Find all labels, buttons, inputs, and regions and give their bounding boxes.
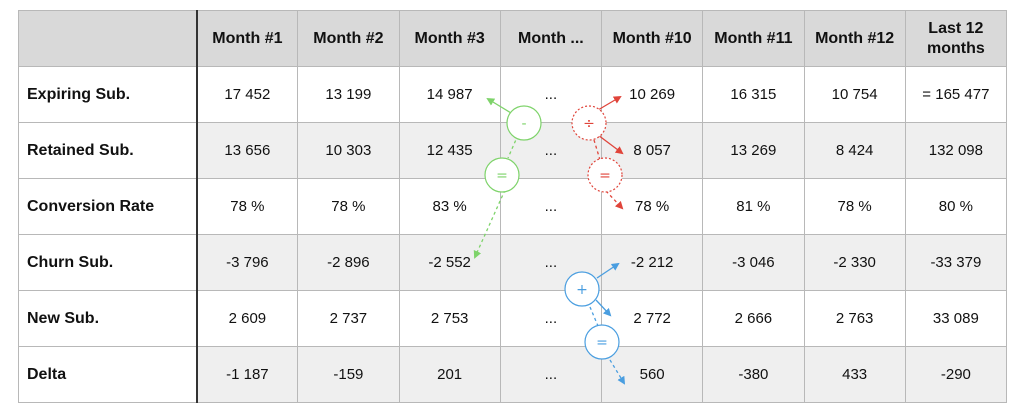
column-header: Month #1 bbox=[195, 10, 299, 67]
table-cell: 13 199 bbox=[297, 66, 400, 123]
table-cell: 8 424 bbox=[803, 122, 906, 179]
table-row: Retained Sub. 13 656 10 303 12 435... 8 057 1… bbox=[18, 122, 1008, 179]
table-cell: 16 315 bbox=[702, 66, 805, 123]
table-cell: ... bbox=[499, 234, 603, 291]
table-cell: 433 bbox=[803, 346, 906, 403]
table-cell: 2 772 bbox=[600, 290, 704, 347]
table-cell: -290 bbox=[904, 346, 1008, 403]
table-cell: 2 737 bbox=[297, 290, 400, 347]
column-header: Month #12 bbox=[803, 10, 906, 67]
column-header: Month #11 bbox=[702, 10, 805, 67]
table-cell: 78 % bbox=[195, 178, 299, 235]
column-header: Last 12 months bbox=[904, 10, 1008, 67]
table-cell: -380 bbox=[702, 346, 805, 403]
metrics-table-container: Month #1 Month #2 Month #3 Month ... Mon… bbox=[18, 10, 1008, 403]
table-row: Churn Sub. -3 796 -2 896 -2 552... -2 212 -3 … bbox=[18, 234, 1008, 291]
table-cell: 78 % bbox=[803, 178, 906, 235]
table-cell: 2 753 bbox=[398, 290, 501, 347]
table-cell: -3 796 bbox=[195, 234, 299, 291]
table-cell: 13 656 bbox=[195, 122, 299, 179]
table-cell: ... bbox=[499, 290, 603, 347]
table-cell: 80 % bbox=[904, 178, 1008, 235]
table-cell: -2 212 bbox=[600, 234, 704, 291]
corner-cell bbox=[18, 10, 198, 67]
table-cell: ... bbox=[499, 122, 603, 179]
table-row: Expiring Sub. 17 452 13 199 14 987... 10 269… bbox=[18, 66, 1008, 123]
table-cell: = 165 477 bbox=[904, 66, 1008, 123]
table-cell: -33 379 bbox=[904, 234, 1008, 291]
table-cell: 13 269 bbox=[702, 122, 805, 179]
table-cell: 17 452 bbox=[195, 66, 299, 123]
table-cell: 10 754 bbox=[803, 66, 906, 123]
table-row: New Sub. 2 609 2 737 2 753... 2 772 2 666 2 76… bbox=[18, 290, 1008, 347]
table-row: Delta -1 187 -159 201... 560 -380 433 -290 bbox=[18, 346, 1008, 403]
table-cell: ... bbox=[499, 346, 603, 403]
table-cell: 560 bbox=[600, 346, 704, 403]
row-label: Conversion Rate bbox=[18, 178, 198, 235]
subscription-metrics-table: Month #1 Month #2 Month #3 Month ... Mon… bbox=[18, 10, 1008, 403]
table-cell: 2 609 bbox=[195, 290, 299, 347]
table-cell: 12 435 bbox=[398, 122, 501, 179]
table-cell: 81 % bbox=[702, 178, 805, 235]
table-row: Conversion Rate 78 % 78 % 83 %... 78 % 81 % 78… bbox=[18, 178, 1008, 235]
table-cell: 78 % bbox=[297, 178, 400, 235]
table-body: Expiring Sub. 17 452 13 199 14 987... 10 269… bbox=[18, 66, 1008, 403]
table-cell: -2 330 bbox=[803, 234, 906, 291]
table-cell: -1 187 bbox=[195, 346, 299, 403]
column-header: Month #3 bbox=[398, 10, 501, 67]
table-cell: 10 269 bbox=[600, 66, 704, 123]
column-header: Month #10 bbox=[600, 10, 704, 67]
table-cell: 2 666 bbox=[702, 290, 805, 347]
column-header: Month ... bbox=[499, 10, 603, 67]
table-cell: ... bbox=[499, 178, 603, 235]
table-cell: 132 098 bbox=[904, 122, 1008, 179]
table-cell: 10 303 bbox=[297, 122, 400, 179]
table-cell: 14 987 bbox=[398, 66, 501, 123]
table-cell: ... bbox=[499, 66, 603, 123]
table-cell: -3 046 bbox=[702, 234, 805, 291]
row-label: Churn Sub. bbox=[18, 234, 198, 291]
row-label: Expiring Sub. bbox=[18, 66, 198, 123]
table-cell: 78 % bbox=[600, 178, 704, 235]
table-cell: -2 896 bbox=[297, 234, 400, 291]
table-cell: -2 552 bbox=[398, 234, 501, 291]
header-row: Month #1 Month #2 Month #3 Month ... Mon… bbox=[18, 10, 1008, 67]
table-cell: -159 bbox=[297, 346, 400, 403]
row-label: New Sub. bbox=[18, 290, 198, 347]
table-cell: 83 % bbox=[398, 178, 501, 235]
table-cell: 201 bbox=[398, 346, 501, 403]
row-label: Delta bbox=[18, 346, 198, 403]
row-label: Retained Sub. bbox=[18, 122, 198, 179]
table-cell: 8 057 bbox=[600, 122, 704, 179]
table-cell: 33 089 bbox=[904, 290, 1008, 347]
column-header: Month #2 bbox=[297, 10, 400, 67]
table-cell: 2 763 bbox=[803, 290, 906, 347]
